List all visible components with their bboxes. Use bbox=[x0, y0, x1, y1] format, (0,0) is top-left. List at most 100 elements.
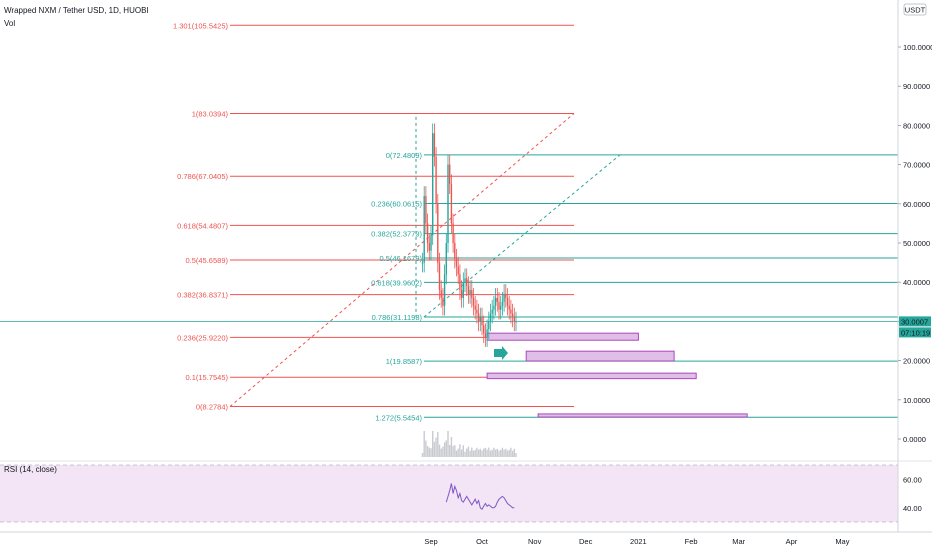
candle-body bbox=[488, 321, 490, 330]
x-tick-label: Feb bbox=[685, 537, 698, 546]
volume-bar bbox=[500, 449, 502, 457]
candle-body bbox=[484, 333, 487, 338]
volume-bar bbox=[442, 446, 444, 457]
candle-body bbox=[513, 317, 515, 322]
rsi-line bbox=[445, 483, 515, 510]
x-tick-label: Apr bbox=[786, 537, 798, 546]
candle-body bbox=[442, 297, 444, 306]
candle-body bbox=[421, 262, 424, 264]
fib-retracement-red[interactable]: 1.301(105.5425) 1(83.0394) 0.786(67.0405) 0… bbox=[173, 21, 575, 412]
candle-body bbox=[472, 297, 475, 306]
countdown-tag: 07:10:19 bbox=[899, 327, 931, 338]
currency-badge[interactable]: USDT bbox=[903, 3, 927, 16]
volume-bar bbox=[452, 446, 454, 457]
target-zone[interactable] bbox=[486, 332, 639, 341]
candle-body bbox=[426, 223, 429, 243]
candle-body bbox=[503, 293, 505, 302]
right-arrow-icon bbox=[494, 346, 508, 360]
volume-bar bbox=[421, 453, 424, 457]
y-tick-label: 80.0000 bbox=[903, 121, 930, 130]
fib-teal-label: 0.618(39.9602) bbox=[371, 278, 422, 287]
candle-body bbox=[440, 290, 442, 298]
candle-body bbox=[508, 305, 510, 310]
volume-bar bbox=[488, 447, 490, 457]
volume-bar bbox=[466, 448, 468, 457]
volume-bar bbox=[460, 449, 463, 457]
volume-bar bbox=[471, 447, 473, 457]
candle-body bbox=[452, 223, 454, 243]
candle-body bbox=[459, 274, 461, 291]
volume-bar bbox=[433, 441, 436, 457]
volume-bar bbox=[505, 448, 507, 457]
volume-bar bbox=[435, 437, 437, 457]
rsi-label: RSI (14, close) bbox=[4, 465, 57, 474]
candle-body bbox=[505, 293, 507, 298]
candle-body bbox=[501, 301, 504, 306]
y-tick-label: 90.0000 bbox=[903, 82, 930, 91]
x-tick-label: 2021 bbox=[630, 537, 647, 546]
volume-bar bbox=[498, 450, 500, 457]
volume-bar bbox=[455, 450, 458, 457]
volume-bar bbox=[440, 448, 442, 457]
volume-bar bbox=[454, 445, 456, 457]
fib-retracement-teal[interactable]: 0(72.4809) 0.236(60.0615) 0.382(52.3779) 0.… bbox=[0, 116, 898, 422]
volume-bar bbox=[432, 431, 434, 457]
candle-body bbox=[510, 309, 512, 314]
fib-red-label: 0.5(45.6589) bbox=[185, 256, 228, 265]
candle-body bbox=[476, 309, 478, 314]
candle-body bbox=[486, 329, 488, 338]
candle-body bbox=[457, 266, 459, 275]
fib-red-label: 0.618(54.4807) bbox=[177, 221, 228, 230]
x-tick-label: Mar bbox=[732, 537, 745, 546]
volume-bar bbox=[467, 446, 470, 457]
y-tick-label: 70.0000 bbox=[903, 161, 930, 170]
volume-bar bbox=[496, 448, 498, 457]
y-tick-label: 0.0000 bbox=[903, 435, 926, 444]
volume-bar bbox=[477, 449, 480, 457]
candle-body bbox=[450, 184, 453, 224]
x-tick-label: Dec bbox=[579, 537, 593, 546]
candle-body bbox=[491, 309, 493, 314]
target-zones[interactable] bbox=[486, 332, 748, 418]
volume-bar bbox=[506, 450, 509, 457]
candle-body bbox=[460, 290, 463, 298]
volume-bar bbox=[437, 432, 439, 457]
candle-body bbox=[481, 317, 483, 326]
volume-bar bbox=[462, 445, 464, 457]
candle-body bbox=[474, 305, 476, 310]
volume-bar bbox=[476, 447, 478, 457]
y-tick-label: 10.0000 bbox=[903, 396, 930, 405]
fib-teal-trendline[interactable] bbox=[423, 154, 621, 318]
volume-bar bbox=[503, 449, 505, 457]
x-tick-label: Oct bbox=[476, 537, 489, 546]
y-tick-label: 60.0000 bbox=[903, 200, 930, 209]
y-tick-label: 100.0000 bbox=[903, 43, 932, 52]
target-zone[interactable] bbox=[486, 372, 697, 380]
volume-bar bbox=[443, 442, 446, 457]
target-zone[interactable] bbox=[537, 413, 748, 418]
candle-body bbox=[454, 243, 456, 259]
candle-body bbox=[432, 133, 434, 236]
volume-bar bbox=[426, 446, 429, 457]
volume-bar bbox=[494, 449, 497, 457]
candle-body bbox=[471, 290, 473, 298]
fib-teal-label: 0.5(46.1679) bbox=[379, 254, 422, 263]
volume-bar bbox=[447, 431, 449, 457]
fib-red-label: 0.382(36.8371) bbox=[177, 291, 228, 300]
x-tick-label: May bbox=[835, 537, 849, 546]
candle-body bbox=[425, 195, 427, 224]
candle-body bbox=[443, 274, 446, 306]
candle-body bbox=[515, 321, 517, 323]
candle-body bbox=[464, 278, 466, 283]
candle-body bbox=[445, 243, 447, 275]
candle-body bbox=[496, 297, 498, 302]
rsi-panel: 60.00 40.00 bbox=[0, 464, 922, 523]
fib-teal-label: 0.236(60.0615) bbox=[371, 200, 422, 209]
volume-bar bbox=[464, 451, 466, 457]
volume-bar bbox=[428, 447, 430, 457]
volume-bar bbox=[469, 450, 471, 457]
candle-body bbox=[479, 317, 481, 322]
target-zone[interactable] bbox=[525, 350, 675, 362]
candle-body bbox=[466, 278, 468, 287]
